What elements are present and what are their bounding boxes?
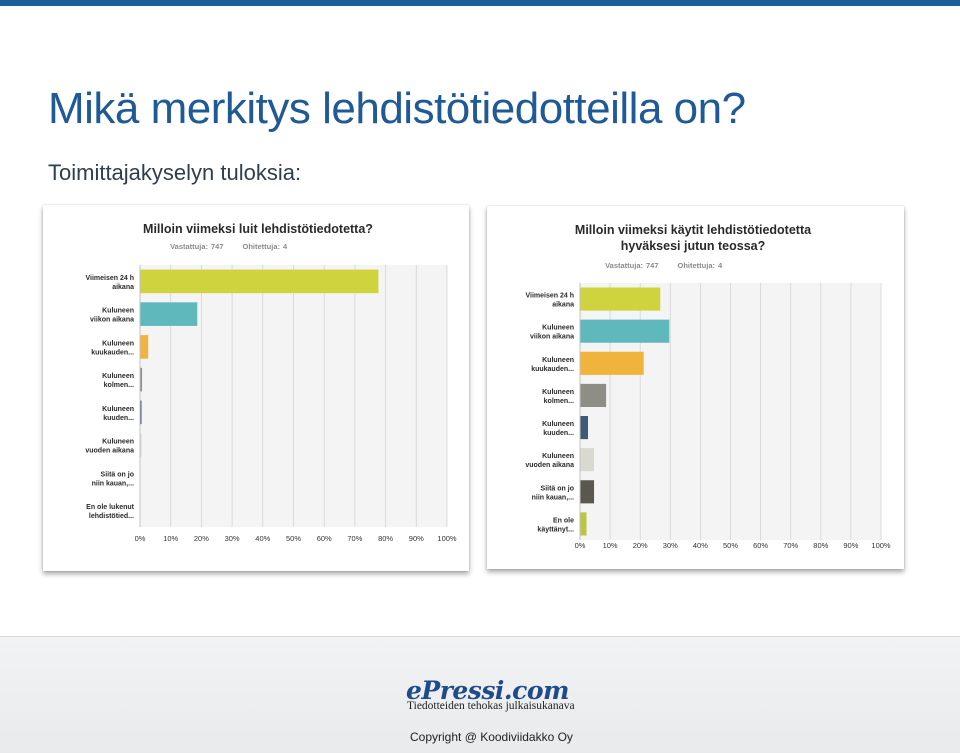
chart-panel-used: Milloin viimeksi käytit lehdistötiedotet…	[487, 206, 904, 569]
category-label: Siitä on jo	[101, 471, 134, 478]
category-label: Kuluneen	[102, 406, 134, 413]
bar	[140, 269, 379, 294]
category-label: niin kauan,...	[92, 480, 134, 487]
x-tick-label: 30%	[225, 534, 240, 543]
bar	[580, 448, 595, 472]
slide-title: Mikä merkitys lehdistötiedotteilla on?	[48, 84, 746, 133]
x-tick-label: 50%	[286, 534, 301, 543]
category-label: käyttänyt...	[537, 526, 574, 533]
bar	[580, 287, 661, 311]
x-tick-label: 80%	[378, 534, 393, 543]
category-label: En ole	[553, 517, 574, 524]
category-label: Viimeisen 24 h	[525, 293, 574, 300]
x-tick-label: 10%	[603, 541, 618, 550]
x-tick-label: 100%	[871, 541, 891, 550]
x-tick-label: 40%	[693, 541, 708, 550]
x-tick-label: 90%	[409, 534, 424, 543]
category-label: viikon aikana	[90, 317, 134, 324]
logo-tagline: Tiedotteiden tehokas julkaisukanava	[407, 700, 575, 712]
stat-value: 4	[283, 242, 288, 251]
x-tick-label: 20%	[633, 541, 648, 550]
category-label: En ole lukenut	[86, 504, 135, 511]
x-tick-label: 60%	[317, 534, 332, 543]
stat-value: 747	[211, 242, 224, 251]
bar	[580, 319, 670, 343]
category-label: Kuluneen	[542, 389, 574, 396]
bar	[140, 400, 142, 425]
category-label: aikana	[552, 302, 574, 309]
category-label: kuukauden...	[91, 349, 134, 356]
x-tick-label: 70%	[347, 534, 362, 543]
category-label: Kuluneen	[542, 421, 574, 428]
top-accent-bar	[0, 0, 960, 6]
bar	[140, 433, 142, 457]
category-label: aikana	[112, 284, 134, 291]
slide-subtitle: Toimittajakyselyn tuloksia:	[48, 160, 302, 185]
category-label: kolmen...	[104, 382, 134, 389]
category-label: Viimeisen 24 h	[85, 275, 134, 282]
x-tick-label: 30%	[663, 541, 678, 550]
x-tick-label: 60%	[753, 541, 768, 550]
stat-label: Vastattuja:	[605, 261, 643, 270]
x-tick-label: 40%	[255, 534, 270, 543]
footer	[0, 636, 960, 753]
stat-value: 747	[646, 261, 659, 270]
x-tick-label: 70%	[783, 541, 798, 550]
category-label: kuuden...	[103, 415, 134, 422]
chart-title: hyväksesi jutun teossa?	[621, 239, 766, 253]
bar	[580, 383, 607, 408]
chart-panel-read: Milloin viimeksi luit lehdistötiedotetta…	[43, 205, 469, 571]
x-tick-label: 20%	[194, 534, 209, 543]
bar	[580, 480, 595, 504]
category-label: lehdistötied...	[89, 513, 134, 520]
chart-title: Milloin viimeksi käytit lehdistötiedotet…	[575, 223, 812, 237]
category-label: Kuluneen	[102, 340, 134, 347]
category-label: kuuden...	[543, 430, 574, 437]
chart-read-press-release: Milloin viimeksi luit lehdistötiedotetta…	[85, 222, 457, 543]
category-label: kuukauden...	[531, 366, 574, 373]
bar	[140, 302, 198, 326]
category-label: vuoden aikana	[85, 448, 134, 455]
x-tick-label: 80%	[813, 541, 828, 550]
stat-value: 4	[718, 261, 723, 270]
stat-label: Ohitettuja:	[678, 261, 716, 270]
category-label: Kuluneen	[542, 453, 574, 460]
bar	[140, 335, 149, 359]
chart-used-press-release: Milloin viimeksi käytit lehdistötiedotet…	[525, 223, 891, 550]
bar	[580, 351, 644, 375]
bar	[140, 367, 143, 392]
x-tick-label: 100%	[437, 534, 457, 543]
copyright-text: Copyright @ Koodiviidakko Oy	[410, 730, 573, 744]
category-label: Kuluneen	[542, 325, 574, 332]
x-tick-label: 50%	[723, 541, 738, 550]
stat-label: Vastattuja:	[170, 242, 208, 251]
category-label: kolmen...	[544, 398, 574, 405]
category-label: Kuluneen	[102, 308, 134, 315]
bar	[580, 415, 589, 440]
x-tick-label: 10%	[163, 534, 178, 543]
stat-label: Ohitettuja:	[243, 242, 281, 251]
bar	[580, 512, 587, 536]
x-tick-label: 0%	[135, 534, 146, 543]
category-label: niin kauan,...	[532, 494, 574, 501]
category-label: Kuluneen	[102, 373, 134, 380]
x-tick-label: 90%	[843, 541, 858, 550]
category-label: Siitä on jo	[541, 485, 574, 492]
x-tick-label: 0%	[575, 541, 586, 550]
category-label: viikon aikana	[530, 334, 574, 341]
category-label: vuoden aikana	[525, 462, 574, 469]
epressi-logo: ePressi.com	[406, 676, 569, 705]
category-label: Kuluneen	[102, 439, 134, 446]
chart-title: Milloin viimeksi luit lehdistötiedotetta…	[143, 222, 373, 236]
category-label: Kuluneen	[542, 357, 574, 364]
